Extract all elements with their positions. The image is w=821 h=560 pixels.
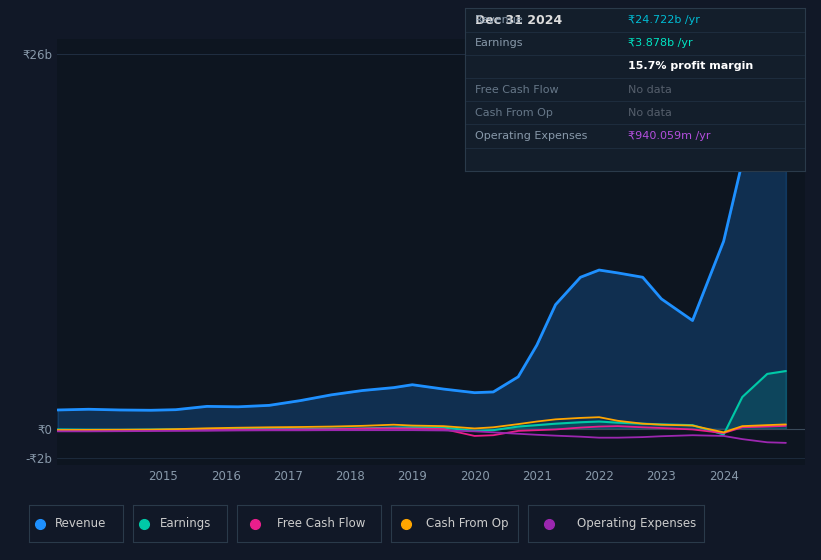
Text: ₹24.722b /yr: ₹24.722b /yr — [628, 15, 700, 25]
Text: 15.7% profit margin: 15.7% profit margin — [628, 62, 754, 72]
Text: Operating Expenses: Operating Expenses — [475, 131, 587, 141]
Text: Cash From Op: Cash From Op — [426, 517, 509, 530]
Text: ₹940.059m /yr: ₹940.059m /yr — [628, 131, 711, 141]
Text: Revenue: Revenue — [475, 15, 524, 25]
Text: No data: No data — [628, 85, 672, 95]
Text: Free Cash Flow: Free Cash Flow — [475, 85, 558, 95]
Text: No data: No data — [628, 108, 672, 118]
Text: Revenue: Revenue — [55, 517, 107, 530]
Text: Operating Expenses: Operating Expenses — [577, 517, 696, 530]
Text: Free Cash Flow: Free Cash Flow — [277, 517, 366, 530]
Text: Dec 31 2024: Dec 31 2024 — [475, 13, 562, 26]
Text: Cash From Op: Cash From Op — [475, 108, 553, 118]
Text: Earnings: Earnings — [475, 38, 524, 48]
Text: ₹3.878b /yr: ₹3.878b /yr — [628, 38, 693, 48]
Text: Earnings: Earnings — [159, 517, 211, 530]
